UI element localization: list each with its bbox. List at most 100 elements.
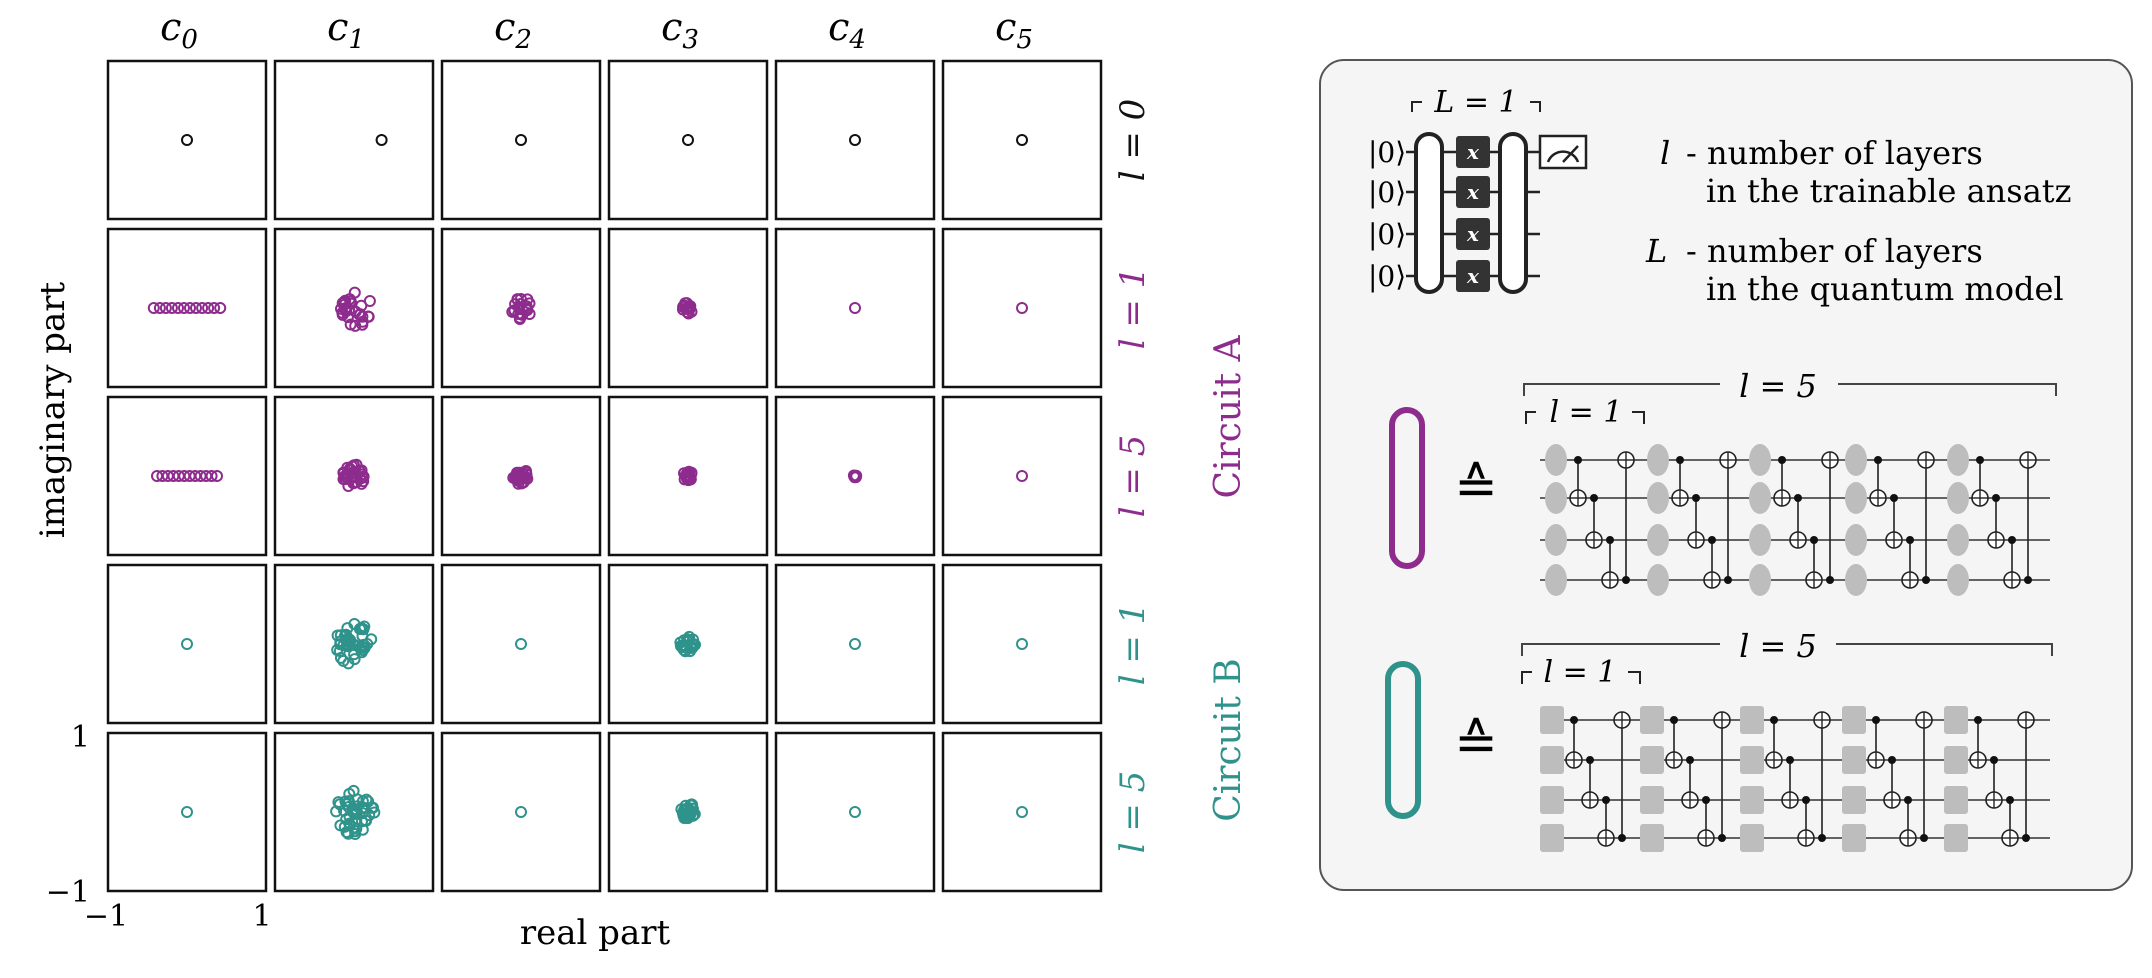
data-point [196, 302, 209, 314]
control-dot [1818, 834, 1826, 842]
control-dot [1570, 716, 1578, 724]
control-dot [1670, 716, 1678, 724]
scatter-cell [941, 59, 1103, 221]
cell-frame [774, 395, 936, 557]
data-point [351, 793, 364, 806]
row-label: l = 1 [1113, 603, 1153, 686]
cell-frame [607, 59, 769, 221]
rotation-gate [1740, 824, 1764, 852]
rotation-gate [1944, 746, 1968, 774]
control-dot [1622, 576, 1630, 584]
encoding-gate-label: x [1466, 140, 1480, 164]
legend-line-1: - number of layers [1686, 134, 1983, 172]
data-point [849, 302, 861, 314]
cell-frame [774, 227, 936, 389]
ansatz-a-equiv: ≙ [1454, 457, 1498, 517]
cell-frame [774, 731, 936, 893]
cell-frame [106, 395, 268, 557]
cell-frame [106, 227, 268, 389]
rotation-gate [1749, 444, 1771, 476]
data-point [357, 641, 369, 654]
column-label: c2 [494, 5, 532, 55]
control-dot [1976, 456, 1984, 464]
data-point [365, 633, 378, 646]
data-point [523, 308, 536, 320]
scatter-cell [273, 731, 435, 893]
rotation-gate [1845, 524, 1867, 556]
rotation-gate [1947, 482, 1969, 514]
scatter-cell [774, 59, 936, 221]
y-axis-label: imaginary part [33, 281, 73, 538]
cell-frame [440, 731, 602, 893]
data-point [357, 623, 370, 636]
legend-line-2: in the quantum model [1706, 270, 2064, 308]
column-label: c4 [828, 5, 866, 55]
rotation-gate [1749, 482, 1771, 514]
model-layer-bracket [1411, 101, 1541, 112]
ansatz-a-outer-label: l = 5 [1739, 367, 1817, 405]
rotation-gate [1944, 786, 1968, 814]
scatter-cell [273, 59, 435, 221]
scatter-cell [774, 731, 936, 893]
rotation-gate [1647, 564, 1669, 596]
data-point [205, 470, 218, 482]
ansatz-block [1414, 132, 1444, 294]
data-point [360, 793, 373, 806]
legend-model-layers: L - number of layers in the quantum mode… [1645, 232, 2064, 308]
ket-label: |0⟩ [1368, 176, 1406, 209]
rotation-gate [1740, 746, 1764, 774]
data-point [521, 302, 534, 315]
rotation-gate [1640, 824, 1664, 852]
data-point [1016, 134, 1028, 146]
data-point [515, 134, 527, 146]
rotation-gate [1540, 706, 1564, 734]
data-point [202, 302, 215, 314]
cell-frame [440, 59, 602, 221]
y-tick-min: −1 [46, 875, 90, 910]
data-point [356, 468, 369, 481]
data-point [847, 469, 860, 482]
data-point [682, 134, 694, 146]
ansatz-b-equiv: ≙ [1454, 713, 1498, 773]
data-point [356, 815, 368, 828]
data-point [375, 134, 388, 146]
cell-frame [106, 59, 268, 221]
ansatz-b-symbol [1385, 661, 1421, 819]
cell-frame [941, 731, 1103, 893]
cell-frame [273, 731, 435, 893]
scatter-cell [273, 563, 435, 725]
quantum-model-circuit: |0⟩ x |0⟩ x |0⟩ x |0⟩ x [1368, 132, 1588, 294]
scatter-cell [273, 395, 435, 557]
data-point [334, 638, 347, 651]
rotation-gate [1640, 746, 1664, 774]
scatter-grid [106, 59, 1103, 893]
rotation-gate [1944, 824, 1968, 852]
scatter-cell [774, 563, 936, 725]
ket-label: |0⟩ [1368, 136, 1406, 169]
rotation-gate [1740, 786, 1764, 814]
control-dot [1872, 716, 1880, 724]
encoding-gate [1456, 176, 1490, 208]
data-point [208, 302, 221, 314]
control-dot [1618, 834, 1626, 842]
data-point [348, 286, 361, 299]
data-point [178, 302, 190, 314]
data-point [513, 471, 526, 483]
data-point [184, 302, 196, 314]
cell-frame [273, 59, 435, 221]
data-point [348, 805, 361, 818]
data-point [513, 313, 526, 325]
data-point [680, 302, 693, 315]
control-dot [1810, 536, 1818, 544]
rotation-gate [1647, 444, 1669, 476]
model-layer-label: L = 1 [1433, 85, 1517, 120]
control-dot [2006, 796, 2014, 804]
scatter-cell [106, 731, 268, 893]
control-dot [1724, 576, 1732, 584]
control-dot [1904, 796, 1912, 804]
control-dot [1586, 756, 1594, 764]
rotation-gate [1842, 746, 1866, 774]
ansatz-a-circuit [1540, 444, 2050, 596]
control-dot [1888, 756, 1896, 764]
